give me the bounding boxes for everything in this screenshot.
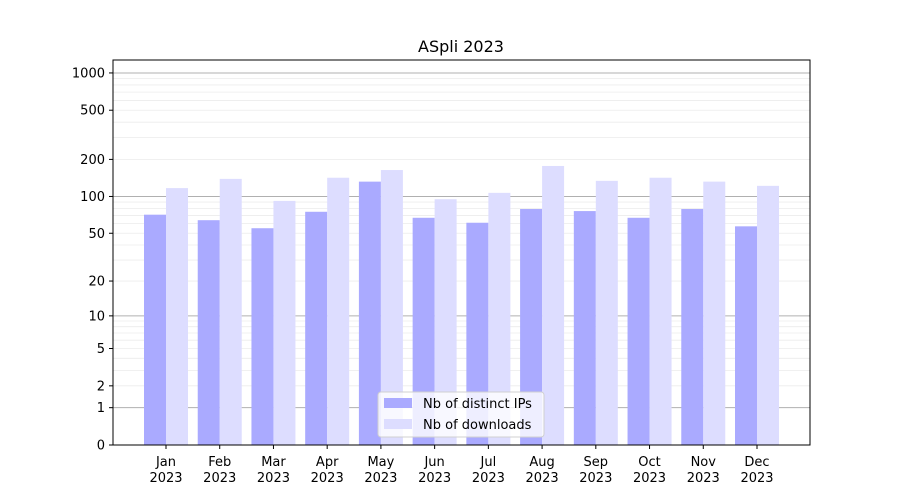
bar-downloads (542, 165, 565, 445)
bar-distinct-ips (466, 222, 489, 445)
y-tick-label: 1000 (72, 66, 105, 81)
legend-swatch (384, 398, 412, 408)
bar-downloads (166, 188, 188, 446)
legend-label: Nb of distinct IPs (423, 397, 532, 412)
bars (144, 165, 779, 446)
y-tick-label: 200 (80, 153, 105, 168)
bar-downloads (703, 181, 726, 445)
bar-downloads (488, 192, 511, 445)
bar-downloads (595, 180, 618, 445)
y-tick-label: 20 (88, 275, 105, 290)
y-tick-label: 50 (88, 227, 105, 242)
legend-box (377, 391, 545, 438)
bar-downloads (434, 199, 457, 445)
legend-label: Nb of downloads (423, 418, 532, 433)
plot-frame (112, 59, 811, 446)
y-axis: 0 1 2 5 10 20 50 100 200 500 1000 (72, 66, 113, 454)
y-tick-label: 500 (80, 104, 105, 119)
bar-distinct-ips (144, 214, 166, 445)
x-tick-label: May 2023 (364, 455, 397, 486)
x-tick-label: Dec 2023 (740, 455, 773, 486)
x-tick-label: Jan 2023 (149, 455, 182, 486)
bar-downloads (273, 200, 296, 445)
chart-title: ASpli 2023 (418, 37, 504, 56)
x-tick-label: Nov 2023 (687, 455, 720, 486)
y-tick-label: 2 (97, 379, 105, 394)
x-tick-label: Mar 2023 (257, 455, 290, 486)
y-tick-label: 5 (97, 342, 105, 357)
bar-downloads (380, 170, 403, 446)
x-axis: Jan 2023 Feb 2023 Mar 2023 Apr 2023 May 2023 Jun 20… (149, 445, 774, 486)
bar-distinct-ips (251, 228, 274, 445)
bar-distinct-ips (412, 217, 435, 445)
bar-distinct-ips (573, 211, 596, 445)
bar-distinct-ips (197, 220, 220, 445)
y-tick-label: 100 (80, 190, 105, 205)
x-tick-label: Feb 2023 (203, 455, 236, 486)
x-tick-label: Sep 2023 (579, 455, 612, 486)
legend: Nb of distinct IPs Nb of downloads (377, 391, 545, 438)
bar-distinct-ips (520, 209, 543, 445)
x-tick-label: Jul 2023 (472, 455, 505, 486)
y-tick-label: 1 (97, 401, 105, 416)
bar-distinct-ips (681, 209, 704, 445)
x-tick-label: Oct 2023 (633, 455, 666, 486)
bar-downloads (757, 185, 779, 446)
bar-distinct-ips (305, 211, 328, 445)
x-tick-label: Apr 2023 (311, 455, 344, 486)
bar-downloads (649, 177, 672, 445)
y-tick-label: 0 (97, 439, 105, 454)
x-tick-label: Jun 2023 (418, 455, 451, 486)
legend-swatch (384, 419, 412, 429)
x-tick-label: Aug 2023 (526, 455, 559, 486)
bar-distinct-ips (358, 181, 381, 445)
bar-downloads (327, 177, 350, 445)
bar-distinct-ips (735, 226, 757, 445)
y-tick-label: 10 (88, 309, 105, 324)
bar-distinct-ips (627, 217, 650, 445)
bar-downloads (219, 178, 242, 445)
